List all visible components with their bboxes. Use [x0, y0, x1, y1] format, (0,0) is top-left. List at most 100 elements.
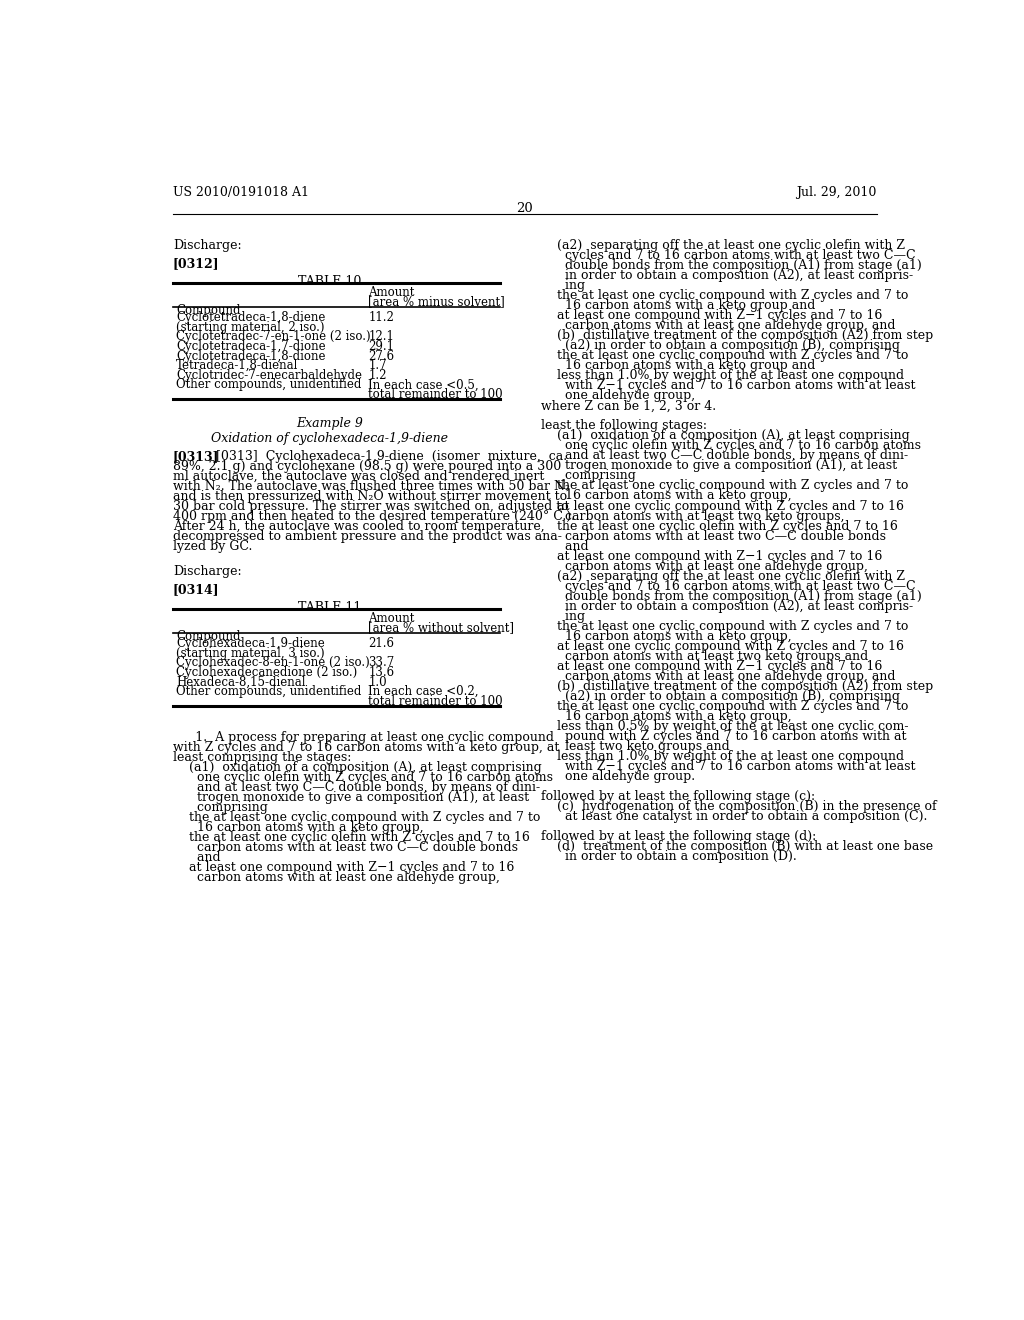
Text: and at least two C—C double bonds, by means of dini-: and at least two C—C double bonds, by me…: [541, 449, 908, 462]
Text: Example 9: Example 9: [296, 417, 362, 430]
Text: Cyclohexadecanedione (2 iso.): Cyclohexadecanedione (2 iso.): [176, 667, 357, 678]
Text: Discharge:: Discharge:: [173, 239, 242, 252]
Text: (a1)  oxidation of a composition (A), at least comprising: (a1) oxidation of a composition (A), at …: [541, 429, 910, 442]
Text: at least one compound with Z−1 cycles and 7 to 16: at least one compound with Z−1 cycles an…: [173, 861, 514, 874]
Text: 21.6: 21.6: [369, 638, 394, 651]
Text: 29.1: 29.1: [369, 339, 394, 352]
Text: Discharge:: Discharge:: [173, 565, 242, 578]
Text: double bonds from the composition (A1) from stage (a1): double bonds from the composition (A1) f…: [541, 590, 922, 603]
Text: Amount: Amount: [369, 286, 415, 300]
Text: TABLE 11: TABLE 11: [298, 602, 361, 614]
Text: TABLE 10: TABLE 10: [298, 276, 361, 288]
Text: in order to obtain a composition (D).: in order to obtain a composition (D).: [541, 850, 797, 863]
Text: 1.7: 1.7: [369, 359, 387, 372]
Text: total remainder to 100: total remainder to 100: [369, 694, 503, 708]
Text: Cyclotridec-7-enecarbaldehyde: Cyclotridec-7-enecarbaldehyde: [176, 368, 362, 381]
Text: [0313]: [0313]: [173, 450, 219, 463]
Text: at least one compound with Z−1 cycles and 7 to 16: at least one compound with Z−1 cycles an…: [541, 660, 883, 673]
Text: Cyclotetradec-7-en-1-one (2 iso.): Cyclotetradec-7-en-1-one (2 iso.): [176, 330, 371, 343]
Text: with Z−1 cycles and 7 to 16 carbon atoms with at least: with Z−1 cycles and 7 to 16 carbon atoms…: [541, 379, 915, 392]
Text: with Z cycles and 7 to 16 carbon atoms with a keto group, at: with Z cycles and 7 to 16 carbon atoms w…: [173, 741, 559, 754]
Text: (a2) in order to obtain a composition (B), comprising: (a2) in order to obtain a composition (B…: [541, 689, 900, 702]
Text: Compound: Compound: [176, 304, 241, 317]
Text: Cyclotetradeca-1,7-dione: Cyclotetradeca-1,7-dione: [176, 339, 326, 352]
Text: Other compounds, unidentified: Other compounds, unidentified: [176, 379, 361, 392]
Text: Other compounds, unidentified: Other compounds, unidentified: [176, 685, 361, 698]
Text: the at least one cyclic compound with Z cycles and 7 to: the at least one cyclic compound with Z …: [541, 700, 908, 713]
Text: carbon atoms with at least one aldehyde group, and: carbon atoms with at least one aldehyde …: [541, 669, 896, 682]
Text: the at least one cyclic olefin with Z cycles and 7 to 16: the at least one cyclic olefin with Z cy…: [173, 832, 529, 845]
Text: Cyclohexadeca-1,9-diene: Cyclohexadeca-1,9-diene: [176, 638, 325, 651]
Text: [0313]  Cyclohexadeca-1,9-diene  (isomer  mixture,  ca.: [0313] Cyclohexadeca-1,9-diene (isomer m…: [216, 450, 566, 463]
Text: the at least one cyclic compound with Z cycles and 7 to: the at least one cyclic compound with Z …: [541, 619, 908, 632]
Text: lyzed by GC.: lyzed by GC.: [173, 540, 252, 553]
Text: with Z−1 cycles and 7 to 16 carbon atoms with at least: with Z−1 cycles and 7 to 16 carbon atoms…: [541, 760, 915, 772]
Text: and is then pressurized with N₂O without stirrer movement to: and is then pressurized with N₂O without…: [173, 490, 567, 503]
Text: 89%, 2.1 g) and cyclohexane (98.5 g) were poured into a 300: 89%, 2.1 g) and cyclohexane (98.5 g) wer…: [173, 461, 561, 474]
Text: Cyclotetradeca-1,8-diene: Cyclotetradeca-1,8-diene: [176, 312, 326, 323]
Text: with N₂. The autoclave was flushed three times with 50 bar N₂: with N₂. The autoclave was flushed three…: [173, 480, 570, 494]
Text: one cyclic olefin with Z cycles and 7 to 16 carbon atoms: one cyclic olefin with Z cycles and 7 to…: [541, 440, 921, 453]
Text: ing: ing: [541, 280, 585, 292]
Text: 30 bar cold pressure. The stirrer was switched on, adjusted to: 30 bar cold pressure. The stirrer was sw…: [173, 500, 568, 513]
Text: [0314]: [0314]: [173, 583, 219, 597]
Text: In each case <0.5,: In each case <0.5,: [369, 379, 479, 392]
Text: least the following stages:: least the following stages:: [541, 420, 708, 433]
Text: in order to obtain a composition (A2), at least compris-: in order to obtain a composition (A2), a…: [541, 599, 913, 612]
Text: the at least one cyclic olefin with Z cycles and 7 to 16: the at least one cyclic olefin with Z cy…: [541, 520, 898, 532]
Text: (b)  distillative treatment of the composition (A2) from step: (b) distillative treatment of the compos…: [541, 680, 933, 693]
Text: least comprising the stages:: least comprising the stages:: [173, 751, 351, 764]
Text: trogen monoxide to give a composition (A1), at least: trogen monoxide to give a composition (A…: [173, 791, 529, 804]
Text: [0312]: [0312]: [173, 257, 219, 271]
Text: carbon atoms with at least two keto groups,: carbon atoms with at least two keto grou…: [541, 510, 845, 523]
Text: and: and: [541, 540, 589, 553]
Text: less than 1.0% by weight of the at least one compound: less than 1.0% by weight of the at least…: [541, 750, 904, 763]
Text: 13.6: 13.6: [369, 667, 394, 678]
Text: After 24 h, the autoclave was cooled to room temperature,: After 24 h, the autoclave was cooled to …: [173, 520, 545, 533]
Text: where Z can be 1, 2, 3 or 4.: where Z can be 1, 2, 3 or 4.: [541, 400, 716, 412]
Text: one aldehyde group,: one aldehyde group,: [541, 389, 695, 403]
Text: 16 carbon atoms with a keto group,: 16 carbon atoms with a keto group,: [173, 821, 424, 834]
Text: double bonds from the composition (A1) from stage (a1): double bonds from the composition (A1) f…: [541, 259, 922, 272]
Text: Oxidation of cyclohexadeca-1,9-diene: Oxidation of cyclohexadeca-1,9-diene: [211, 432, 449, 445]
Text: 20: 20: [516, 202, 534, 215]
Text: decompressed to ambient pressure and the product was ana-: decompressed to ambient pressure and the…: [173, 531, 562, 544]
Text: less than 0.5% by weight of the at least one cyclic com-: less than 0.5% by weight of the at least…: [541, 719, 908, 733]
Text: Compound: Compound: [176, 630, 241, 643]
Text: Jul. 29, 2010: Jul. 29, 2010: [797, 186, 877, 199]
Text: Cyclotetradeca-1,8-dione: Cyclotetradeca-1,8-dione: [176, 350, 326, 363]
Text: comprising: comprising: [173, 801, 268, 814]
Text: total remainder to 100: total remainder to 100: [369, 388, 503, 401]
Text: the at least one cyclic compound with Z cycles and 7 to: the at least one cyclic compound with Z …: [173, 810, 541, 824]
Text: trogen monoxide to give a composition (A1), at least: trogen monoxide to give a composition (A…: [541, 459, 897, 473]
Text: the at least one cyclic compound with Z cycles and 7 to: the at least one cyclic compound with Z …: [541, 289, 908, 302]
Text: Tetradeca-1,8-dienal: Tetradeca-1,8-dienal: [176, 359, 298, 372]
Text: (b)  distillative treatment of the composition (A2) from step: (b) distillative treatment of the compos…: [541, 330, 933, 342]
Text: 16 carbon atoms with a keto group,: 16 carbon atoms with a keto group,: [541, 710, 792, 723]
Text: the at least one cyclic compound with Z cycles and 7 to: the at least one cyclic compound with Z …: [541, 350, 908, 363]
Text: 16 carbon atoms with a keto group,: 16 carbon atoms with a keto group,: [541, 630, 792, 643]
Text: ml autoclave, the autoclave was closed and rendered inert: ml autoclave, the autoclave was closed a…: [173, 470, 545, 483]
Text: 12.1: 12.1: [369, 330, 394, 343]
Text: (a2) in order to obtain a composition (B), comprising: (a2) in order to obtain a composition (B…: [541, 339, 900, 352]
Text: (a2)  separating off the at least one cyclic olefin with Z: (a2) separating off the at least one cyc…: [541, 239, 905, 252]
Text: Cyclohexadec-8-en-1-one (2 iso.): Cyclohexadec-8-en-1-one (2 iso.): [176, 656, 370, 669]
Text: one aldehyde group.: one aldehyde group.: [541, 770, 695, 783]
Text: 1.2: 1.2: [369, 368, 387, 381]
Text: carbon atoms with at least two keto groups and: carbon atoms with at least two keto grou…: [541, 649, 868, 663]
Text: In each case <0.2,: In each case <0.2,: [369, 685, 479, 698]
Text: at least one cyclic compound with Z cycles and 7 to 16: at least one cyclic compound with Z cycl…: [541, 499, 904, 512]
Text: and: and: [173, 851, 220, 865]
Text: (starting material, 2 iso.): (starting material, 2 iso.): [176, 321, 325, 334]
Text: least two keto groups and: least two keto groups and: [541, 739, 730, 752]
Text: comprising: comprising: [541, 470, 636, 483]
Text: 1.0: 1.0: [369, 676, 387, 689]
Text: (c)  hydrogenation of the composition (B) in the presence of: (c) hydrogenation of the composition (B)…: [541, 800, 937, 813]
Text: cycles and 7 to 16 carbon atoms with at least two C—C: cycles and 7 to 16 carbon atoms with at …: [541, 249, 915, 263]
Text: (starting material, 3 iso.): (starting material, 3 iso.): [176, 647, 325, 660]
Text: carbon atoms with at least two C—C double bonds: carbon atoms with at least two C—C doubl…: [541, 529, 886, 543]
Text: 16 carbon atoms with a keto group and: 16 carbon atoms with a keto group and: [541, 359, 815, 372]
Text: (a2)  separating off the at least one cyclic olefin with Z: (a2) separating off the at least one cyc…: [541, 570, 905, 582]
Text: in order to obtain a composition (A2), at least compris-: in order to obtain a composition (A2), a…: [541, 269, 913, 282]
Text: 27.6: 27.6: [369, 350, 394, 363]
